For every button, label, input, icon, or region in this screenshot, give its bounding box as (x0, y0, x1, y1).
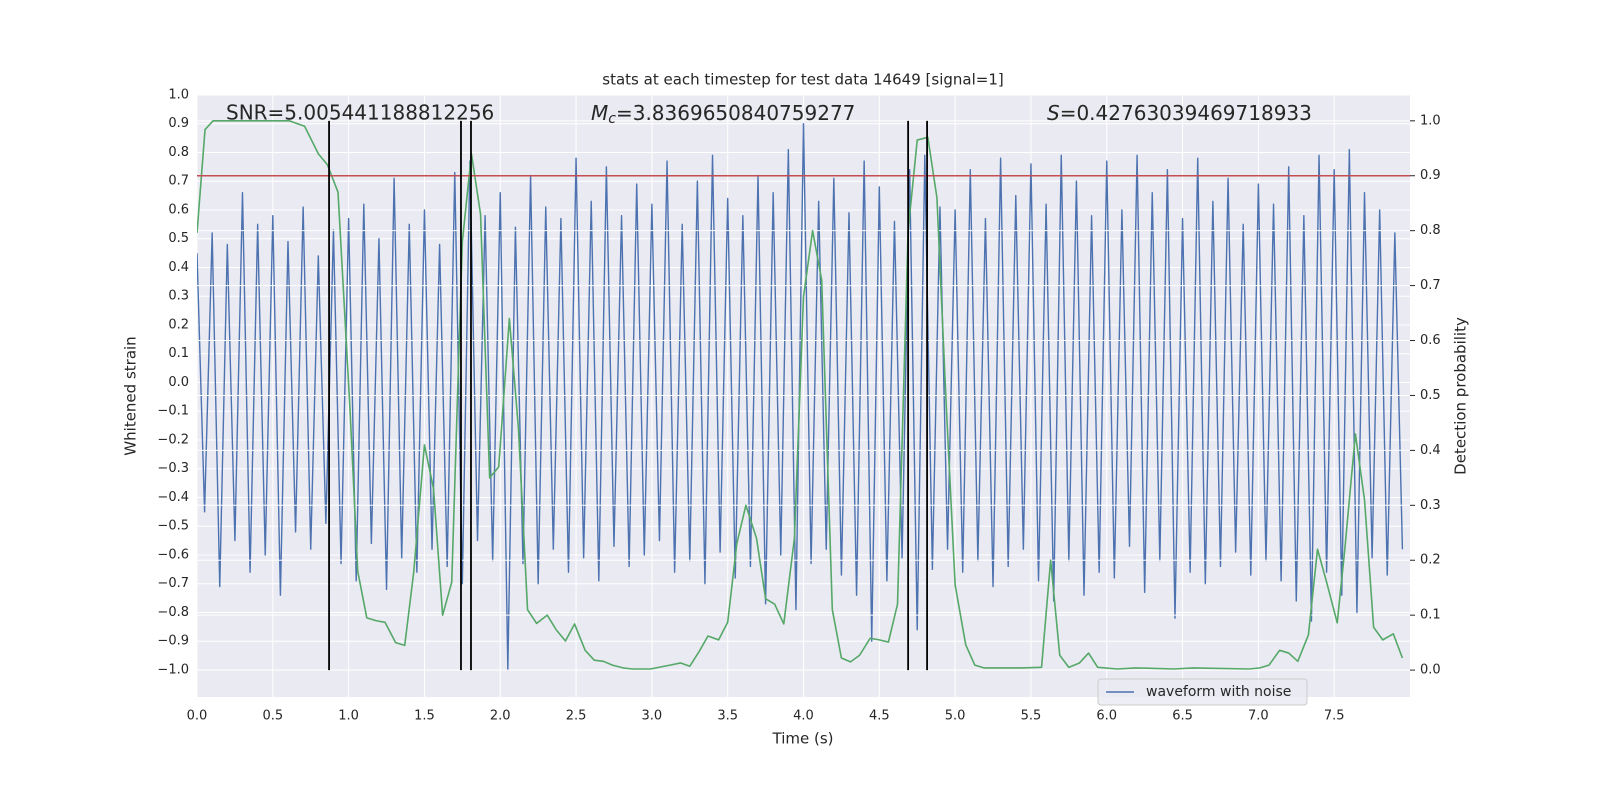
annotation-symbol: M (591, 101, 608, 125)
y2-tick-label: 0.8 (1420, 223, 1441, 238)
y-tick-label: 0.3 (168, 289, 189, 304)
y-tick-label: 0.0 (168, 375, 189, 390)
y-tick-label: −1.0 (157, 662, 189, 677)
y2-tick-label: 0.6 (1420, 333, 1441, 348)
y2-tick-label: 0.1 (1420, 608, 1441, 623)
chart-title: stats at each timestep for test data 146… (602, 71, 1003, 89)
annotation: S=0.42763039469718933 (1047, 101, 1312, 125)
y-tick-label: 0.1 (168, 346, 189, 361)
line-series (197, 120, 1404, 670)
annotation-value: =3.8369650840759277 (616, 101, 855, 125)
y-tick-label: −0.8 (157, 605, 189, 620)
y2-tick-label: 0.3 (1420, 498, 1441, 513)
x-tick-label: 7.0 (1248, 709, 1269, 724)
y-tick-label: −0.5 (157, 519, 189, 534)
x-tick-label: 1.0 (338, 709, 359, 724)
y2-axis-label: Detection probability (1452, 317, 1470, 475)
y-tick-label: 0.2 (168, 317, 189, 332)
y-tick-label: 0.9 (168, 116, 189, 131)
y2-tick-label: 0.7 (1420, 278, 1441, 293)
x-tick-label: 4.0 (793, 709, 814, 724)
y2-tick-label: 0.0 (1420, 663, 1441, 678)
y-tick-label: −0.4 (157, 490, 189, 505)
y-tick-label: −0.9 (157, 634, 189, 649)
x-axis-label: Time (s) (772, 730, 834, 748)
x-tick-label: 4.5 (869, 709, 890, 724)
x-tick-label: 3.0 (642, 709, 663, 724)
plot-marks (197, 123, 1404, 671)
x-tick-label: 0.5 (262, 709, 283, 724)
x-tick-label: 7.5 (1324, 709, 1345, 724)
y-tick-label: −0.2 (157, 432, 189, 447)
y2-tick-label: 0.4 (1420, 443, 1441, 458)
y2-tick-label: 0.9 (1420, 168, 1441, 183)
y-tick-label: −0.3 (157, 461, 189, 476)
x-tick-label: 6.0 (1096, 709, 1117, 724)
y-axis-label: Whitened strain (122, 336, 140, 455)
y-tick-label: 0.5 (168, 231, 189, 246)
x-tick-label: 5.5 (1021, 709, 1042, 724)
x-tick-label: 0.0 (187, 709, 208, 724)
y2-tick-label: 0.5 (1420, 388, 1441, 403)
y-tick-label: 0.4 (168, 260, 189, 275)
x-tick-label: 5.0 (945, 709, 966, 724)
annotation-subscript: c (608, 111, 616, 127)
y-tick-label: −0.6 (157, 547, 189, 562)
x-tick-label: 2.0 (490, 709, 511, 724)
x-tick-label: 6.5 (1172, 709, 1193, 724)
x-tick-label: 3.5 (717, 709, 738, 724)
y-tick-label: −0.1 (157, 404, 189, 419)
annotation-symbol: S (1047, 101, 1060, 125)
y-tick-label: 0.7 (168, 174, 189, 189)
x-tick-label: 1.5 (414, 709, 435, 724)
y-tick-label: 0.6 (168, 202, 189, 217)
y2-tick-label: 0.2 (1420, 553, 1441, 568)
y-tick-label: 1.0 (168, 88, 189, 103)
legend: waveform with noise (1097, 678, 1308, 706)
x-tick-label: 2.5 (566, 709, 587, 724)
line-series (197, 123, 1404, 671)
legend-label: waveform with noise (1146, 684, 1291, 700)
grid-under (196, 94, 1410, 697)
annotation: Mc=3.8369650840759277 (591, 101, 855, 128)
y-tick-label: −0.7 (157, 576, 189, 591)
overlay (197, 120, 1415, 671)
y-tick-label: 0.8 (168, 145, 189, 160)
annotation-value: =0.42763039469718933 (1060, 101, 1312, 125)
y2-tick-label: 1.0 (1420, 113, 1441, 128)
annotation: SNR=5.005441188812256 (226, 101, 494, 125)
legend-box (1097, 678, 1308, 706)
